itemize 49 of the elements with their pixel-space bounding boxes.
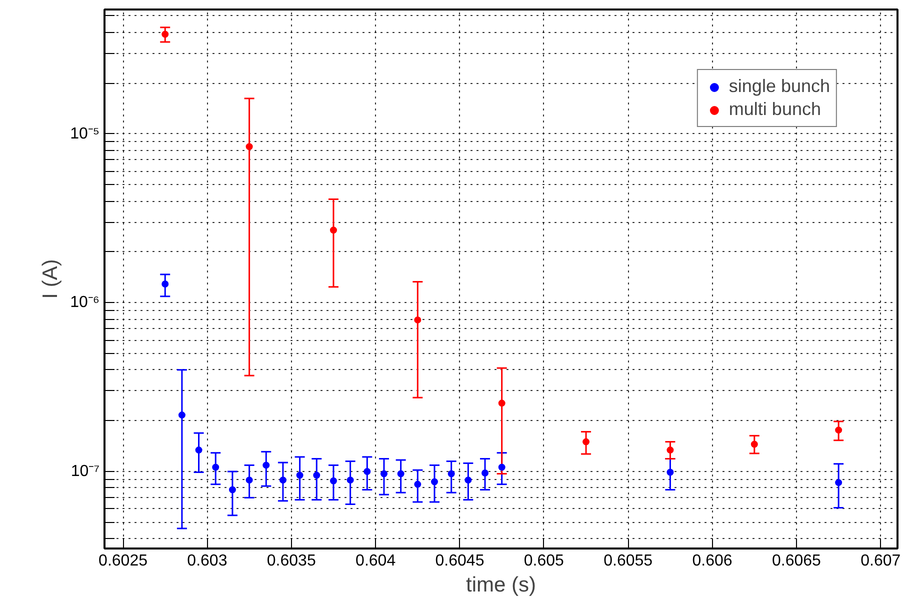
point	[498, 464, 506, 471]
point	[212, 464, 220, 471]
point	[178, 412, 186, 419]
point	[246, 143, 253, 150]
point	[330, 226, 337, 234]
point	[279, 476, 286, 484]
x-tick-label: 0.605	[524, 552, 564, 570]
point	[364, 468, 371, 476]
y-tick-label: 10⁻⁷	[70, 463, 100, 480]
y-tick-label: 10⁻⁶	[70, 294, 100, 312]
point	[666, 446, 674, 454]
point	[750, 440, 758, 448]
point	[380, 470, 388, 478]
x-tick-label: 0.603	[187, 552, 228, 570]
point	[246, 476, 253, 484]
point	[228, 486, 236, 494]
point	[835, 426, 842, 434]
point	[430, 478, 438, 486]
x-tick-label: 0.604	[356, 552, 396, 570]
point	[498, 400, 506, 407]
x-tick-label: 0.607	[860, 552, 901, 570]
x-tick-label: 0.6025	[98, 552, 148, 570]
y-axis-title: I (A)	[39, 259, 62, 299]
point	[262, 462, 270, 469]
x-tick-label: 0.6035	[266, 552, 316, 570]
point	[666, 468, 674, 476]
x-tick-label: 0.6045	[435, 552, 484, 570]
point	[414, 480, 422, 488]
x-tick-label: 0.6065	[772, 552, 822, 570]
point	[397, 470, 404, 478]
point	[313, 472, 320, 479]
point	[835, 479, 842, 486]
point	[330, 477, 337, 484]
point	[414, 316, 422, 324]
x-tick-label: 0.6055	[604, 552, 653, 570]
point	[482, 470, 489, 476]
point	[464, 476, 472, 484]
legend-label: multi bunch	[728, 99, 821, 120]
point	[195, 446, 202, 454]
point	[582, 438, 590, 446]
x-tick-label: 0.606	[692, 552, 732, 570]
point	[162, 280, 169, 288]
y-tick-label: 10⁻⁵	[70, 125, 100, 142]
point	[296, 472, 304, 479]
legend-label: single bunch	[728, 76, 830, 97]
point	[346, 476, 354, 484]
point	[162, 30, 169, 38]
point	[448, 470, 455, 478]
x-axis-title: time (s)	[466, 574, 536, 596]
